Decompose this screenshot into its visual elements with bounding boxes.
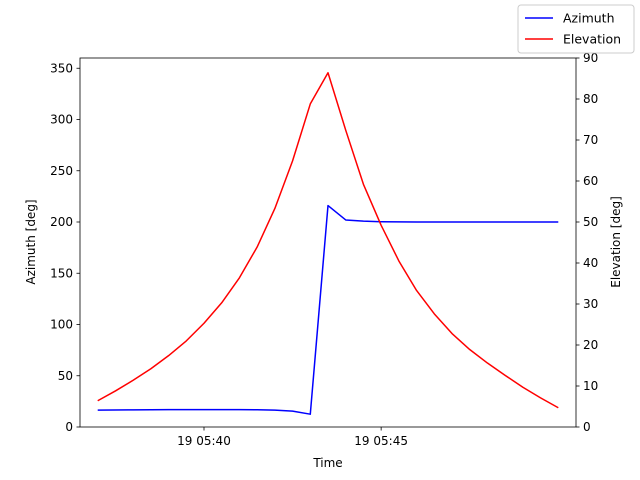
y-right-tick-label: 30 xyxy=(583,297,598,311)
y-right-tick-label: 50 xyxy=(583,215,598,229)
y-left-tick-label: 200 xyxy=(50,215,73,229)
y-right-tick-label: 10 xyxy=(583,379,598,393)
y-axis-left-ticks: 0 50 100 150 200 250 300 350 xyxy=(50,61,80,434)
legend-box xyxy=(517,4,635,54)
y-left-tick-label: 350 xyxy=(50,61,73,75)
x-axis-label: Time xyxy=(312,456,342,470)
y-right-tick-label: 40 xyxy=(583,256,598,270)
series-line-azimuth xyxy=(97,204,559,415)
y-right-tick-label: 90 xyxy=(583,51,598,65)
y-left-tick-label: 0 xyxy=(65,420,73,434)
y-right-tick-label: 0 xyxy=(583,420,591,434)
y-right-tick-label: 80 xyxy=(583,92,598,106)
y-right-tick-label: 70 xyxy=(583,133,598,147)
y-axis-left-label: Azimuth [deg] xyxy=(24,199,38,284)
y-left-tick-label: 100 xyxy=(50,318,73,332)
series-line-elevation xyxy=(97,72,559,409)
legend-label-azimuth: Azimuth xyxy=(563,11,615,26)
y-left-tick-label: 300 xyxy=(50,113,73,127)
legend-label-elevation: Elevation xyxy=(563,32,621,47)
legend: Azimuth Elevation xyxy=(517,4,635,54)
y-right-tick-label: 60 xyxy=(583,174,598,188)
y-left-tick-label: 150 xyxy=(50,266,73,280)
axes-frame xyxy=(79,57,577,428)
y-left-tick-label: 50 xyxy=(58,369,73,383)
plot-lines xyxy=(97,72,559,415)
x-tick-label: 19 05:40 xyxy=(177,434,231,448)
y-left-tick-label: 250 xyxy=(50,164,73,178)
y-axis-right-label: Elevation [deg] xyxy=(609,196,623,288)
y-axis-right-ticks: 0 10 20 30 40 50 60 70 80 90 xyxy=(576,51,598,434)
x-tick-label: 19 05:45 xyxy=(354,434,408,448)
y-right-tick-label: 20 xyxy=(583,338,598,352)
x-axis-ticks: 19 05:40 19 05:45 xyxy=(177,427,408,448)
